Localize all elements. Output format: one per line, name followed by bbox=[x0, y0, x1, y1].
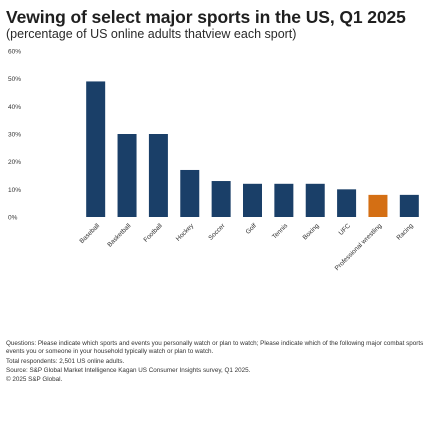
notes-copyright: © 2025 S&P Global. bbox=[6, 375, 63, 383]
y-tick-label: 0% bbox=[8, 215, 18, 222]
notes-source: Source: S&P Global Market Intelligence K… bbox=[6, 367, 251, 375]
bar-chart: 0% 10% 20% 30% 40% 50% 60% Baseball Basketball F… bbox=[8, 49, 419, 272]
bar bbox=[274, 183, 294, 217]
chart-subtitle: (percentage of US online adults thatview… bbox=[6, 27, 297, 41]
bar bbox=[305, 183, 325, 217]
bar bbox=[148, 134, 168, 217]
y-tick-label: 50% bbox=[8, 76, 21, 83]
bar bbox=[243, 183, 262, 217]
x-tick-label: Golf bbox=[245, 222, 259, 236]
x-tick-label: Tennis bbox=[271, 222, 290, 241]
x-tick-label: Baseball bbox=[79, 222, 102, 245]
y-tick-label: 60% bbox=[8, 49, 21, 56]
notes-questions: Questions: Please indicate which sports … bbox=[6, 340, 424, 356]
bar bbox=[399, 194, 419, 217]
chart-notes: Questions: Please indicate which sports … bbox=[6, 340, 438, 384]
bar bbox=[117, 134, 137, 217]
bar bbox=[86, 81, 106, 217]
bars bbox=[86, 81, 419, 217]
y-tick-label: 20% bbox=[8, 159, 21, 166]
y-tick-label: 30% bbox=[8, 132, 21, 139]
x-tick-label: Hockey bbox=[175, 222, 196, 243]
x-tick-label: Football bbox=[143, 222, 165, 244]
chart-title: Vewing of select major sports in the US,… bbox=[6, 7, 406, 27]
y-axis-ticks: 0% 10% 20% 30% 40% 50% 60% bbox=[8, 49, 21, 222]
y-tick-label: 40% bbox=[8, 104, 21, 111]
bar bbox=[211, 181, 231, 217]
y-tick-label: 10% bbox=[8, 187, 21, 194]
bar bbox=[368, 194, 388, 217]
x-axis-labels: Baseball Basketball Football Hockey Soccer Go… bbox=[79, 222, 415, 272]
x-tick-label: Racing bbox=[395, 222, 415, 242]
bar bbox=[180, 169, 200, 217]
x-tick-label: Basketball bbox=[106, 222, 133, 249]
bar bbox=[337, 189, 357, 217]
x-tick-label: Soccer bbox=[207, 222, 227, 242]
x-tick-label: Boxing bbox=[302, 222, 321, 241]
x-tick-label: UFC bbox=[338, 222, 353, 237]
notes-total: Total respondents: 2,501 US online adult… bbox=[6, 357, 125, 365]
